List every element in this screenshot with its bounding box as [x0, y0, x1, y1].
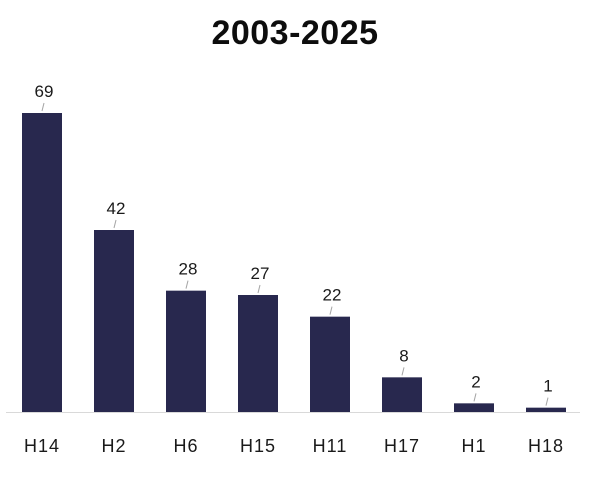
bar-h17: [382, 377, 422, 412]
bar-h11: [310, 316, 350, 412]
data-label-h1: 2: [471, 372, 480, 391]
leader-line-h17: [401, 367, 405, 376]
leader-line-h1: [473, 393, 477, 402]
x-tick-label-h15: H15: [240, 436, 276, 456]
bars-group: [22, 113, 566, 412]
x-tick-label-h14: H14: [24, 436, 60, 456]
x-tick-label-h1: H1: [461, 436, 486, 456]
tick-labels-group: H14 H2 H6 H15 H11 H17 H1 H18: [24, 436, 564, 456]
leader-lines-group: [41, 102, 549, 406]
leader-line-h11: [329, 306, 333, 315]
x-tick-label-h11: H11: [313, 436, 348, 456]
data-label-h14: 69: [35, 82, 54, 101]
data-label-h11: 22: [323, 286, 342, 305]
bar-h18: [526, 407, 566, 412]
data-label-h17: 8: [399, 346, 408, 365]
bar-h6: [166, 290, 206, 412]
chart-title: 2003-2025: [211, 14, 379, 52]
leader-line-h2: [113, 219, 117, 229]
leader-line-h15: [257, 284, 261, 294]
bar-h14: [22, 113, 62, 412]
bar-h15: [238, 295, 278, 412]
data-label-h6: 28: [179, 260, 198, 279]
leader-line-h14: [41, 102, 45, 112]
bar-h1: [454, 403, 494, 412]
x-tick-label-h2: H2: [101, 436, 126, 456]
leader-line-h18: [545, 397, 549, 406]
x-tick-label-h18: H18: [528, 436, 564, 456]
data-label-h18: 1: [543, 377, 552, 396]
data-labels-group: 69 42 28 27 22 8 2 1: [35, 82, 553, 396]
data-label-h15: 27: [251, 264, 270, 283]
x-tick-label-h17: H17: [384, 436, 420, 456]
bar-h2: [94, 230, 134, 412]
leader-line-h6: [185, 280, 189, 289]
x-tick-label-h6: H6: [173, 436, 198, 456]
data-label-h2: 42: [107, 199, 126, 218]
